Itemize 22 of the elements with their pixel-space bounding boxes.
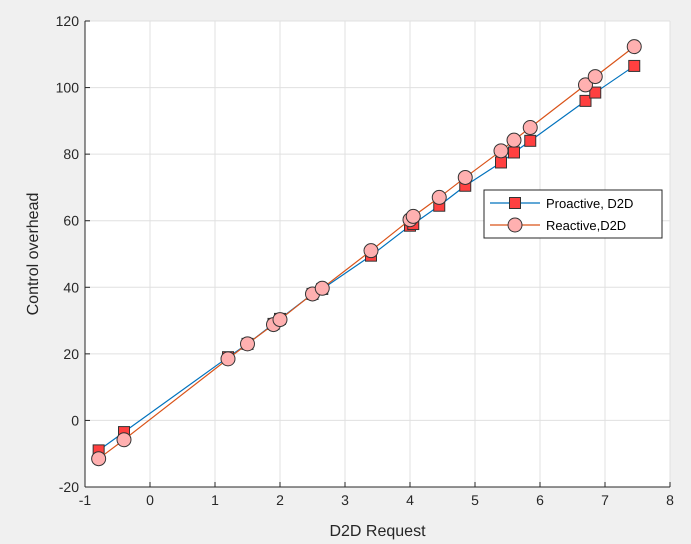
x-axis-title: D2D Request — [329, 523, 426, 540]
x-tick-label: 2 — [276, 492, 284, 508]
y-tick-label: 0 — [71, 412, 80, 428]
x-tick-label: 0 — [146, 492, 154, 508]
x-tick-label: 1 — [211, 492, 220, 508]
y-tick-label: -20 — [58, 479, 80, 495]
legend-label: Proactive, D2D — [546, 196, 634, 211]
y-tick-label: 120 — [56, 13, 80, 29]
x-tick-label: 8 — [666, 492, 674, 508]
y-tick-label: 20 — [63, 346, 80, 362]
x-tick-label: 3 — [341, 492, 350, 508]
legend-label: Reactive,D2D — [546, 218, 626, 233]
x-tick-label: 6 — [536, 492, 544, 508]
y-tick-label: 60 — [63, 212, 80, 229]
x-tick-label: 7 — [601, 492, 610, 508]
x-tick-label: 5 — [471, 492, 480, 508]
y-tick-label: 40 — [63, 279, 80, 296]
y-axis-title: Control overhead — [25, 192, 42, 316]
y-tick-label: 80 — [63, 146, 80, 162]
x-tick-label: 4 — [406, 492, 414, 508]
y-tick-label: 100 — [56, 80, 80, 96]
x-tick-label: -1 — [78, 492, 92, 508]
